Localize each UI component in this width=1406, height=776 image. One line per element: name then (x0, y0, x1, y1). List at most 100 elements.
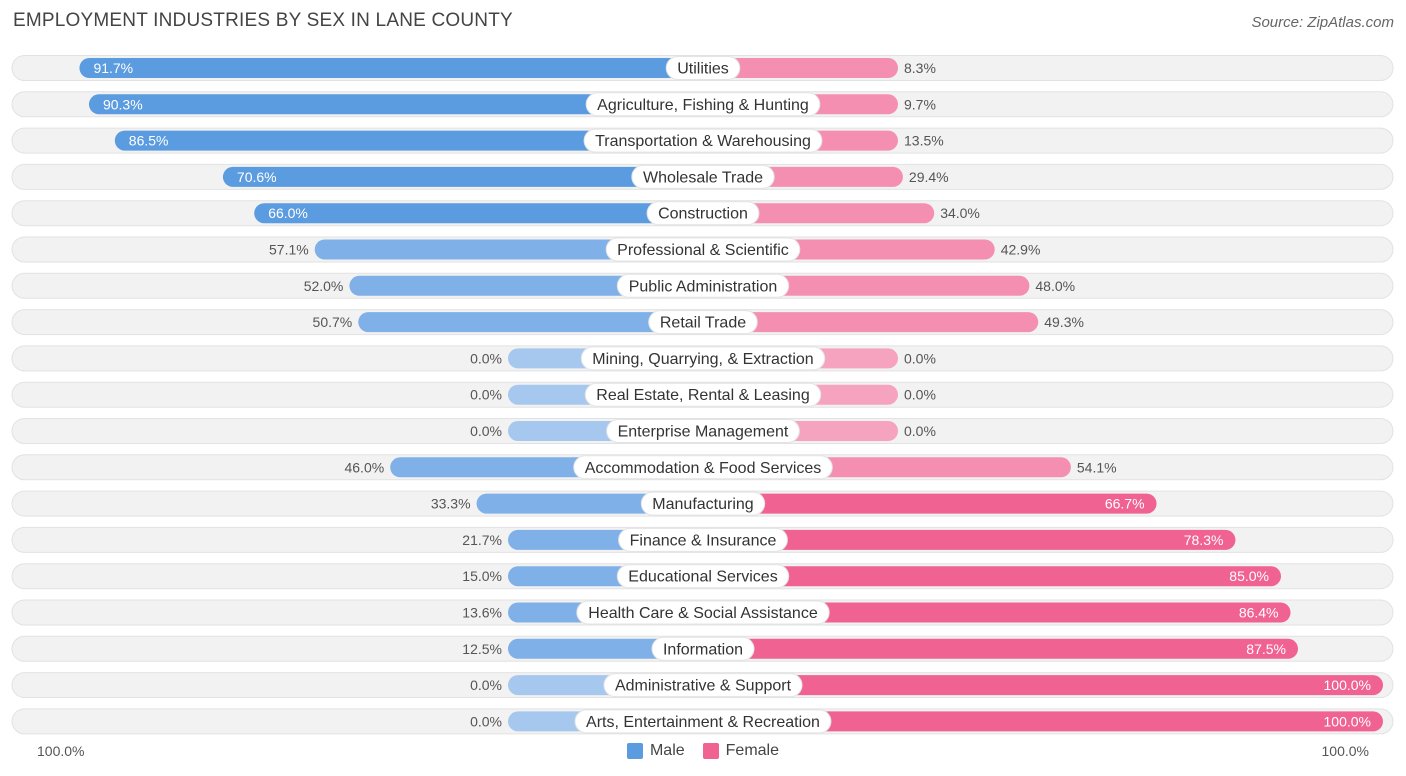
male-value-label: 86.5% (129, 133, 169, 149)
legend-item-female[interactable]: Female (702, 742, 780, 760)
male-value-label: 90.3% (103, 96, 143, 112)
male-bar (222, 166, 704, 187)
category-label: Finance & Insurance (630, 532, 777, 549)
male-value-label: 91.7% (93, 60, 133, 76)
male-bar (314, 239, 703, 260)
category-label: Manufacturing (652, 496, 753, 513)
axis-left-label: 100.0% (37, 743, 85, 759)
legend-swatch-female (702, 743, 719, 759)
female-value-label: 54.1% (1077, 459, 1117, 475)
female-bar (703, 675, 1383, 696)
category-label: Administrative & Support (615, 678, 792, 695)
male-value-label: 0.0% (470, 713, 502, 729)
category-pill (616, 564, 790, 589)
male-value-label: 50.7% (313, 314, 353, 330)
category-label: Public Administration (629, 278, 778, 295)
female-value-label: 48.0% (1035, 278, 1075, 294)
male-value-label: 12.5% (462, 641, 502, 657)
category-pill (648, 310, 758, 335)
category-pill (665, 56, 741, 80)
category-pill (583, 128, 823, 153)
female-value-label: 42.9% (1001, 242, 1041, 258)
category-label: Arts, Entertainment & Recreation (586, 714, 820, 731)
female-value-label: 85.0% (1229, 568, 1269, 584)
category-pill (574, 709, 832, 734)
legend-item-male[interactable]: Male (626, 742, 685, 760)
category-label: Health Care & Social Assistance (588, 605, 818, 622)
category-label: Educational Services (628, 569, 777, 586)
female-value-label: 0.0% (904, 423, 936, 439)
chart-svg: 91.7% 8.3% Utilities 90.3% 9.7% Agriculture, … (11, 55, 1394, 735)
legend: Male Female (0, 742, 1406, 760)
female-value-label: 0.0% (904, 350, 936, 366)
category-label: Information (663, 641, 743, 658)
category-pill (618, 527, 788, 552)
male-value-label: 0.0% (470, 423, 502, 439)
male-value-label: 13.6% (462, 605, 502, 621)
category-label: Construction (658, 206, 748, 223)
category-label: Real Estate, Rental & Leasing (596, 387, 809, 404)
category-pill (573, 455, 833, 480)
category-pill (646, 201, 760, 226)
category-label: Mining, Quarrying, & Extraction (592, 351, 813, 368)
category-label: Professional & Scientific (617, 242, 789, 259)
female-bar (703, 312, 1039, 333)
category-label: Retail Trade (660, 315, 746, 332)
category-label: Accommodation & Food Services (585, 460, 822, 477)
female-value-label: 86.4% (1239, 605, 1279, 621)
legend-label-female: Female (725, 742, 780, 759)
male-bar (358, 312, 703, 333)
category-pill (651, 636, 755, 661)
female-value-label: 34.0% (940, 205, 980, 221)
male-value-label: 0.0% (470, 387, 502, 403)
male-bar (114, 130, 704, 151)
female-bar (703, 566, 1281, 587)
legend-swatch-male (626, 743, 643, 759)
male-bar (79, 58, 703, 78)
category-label: Agriculture, Fishing & Hunting (597, 97, 809, 114)
female-value-label: 100.0% (1324, 677, 1371, 693)
male-bar (254, 203, 703, 224)
female-value-label: 100.0% (1324, 713, 1371, 729)
female-value-label: 49.3% (1044, 314, 1084, 330)
category-label: Enterprise Management (618, 424, 789, 441)
category-label: Wholesale Trade (643, 169, 763, 186)
male-value-label: 46.0% (344, 459, 384, 475)
male-value-label: 0.0% (470, 677, 502, 693)
category-label: Utilities (677, 61, 729, 78)
female-bar (703, 638, 1298, 659)
female-bar (703, 203, 935, 224)
male-value-label: 33.3% (431, 496, 471, 512)
male-value-label: 21.7% (462, 532, 502, 548)
category-pill (606, 419, 800, 443)
category-pill (603, 673, 803, 698)
male-value-label: 0.0% (470, 350, 502, 366)
female-bar (703, 602, 1291, 623)
female-value-label: 78.3% (1184, 532, 1224, 548)
female-bar (703, 58, 898, 78)
female-bar (703, 493, 1157, 514)
female-value-label: 29.4% (909, 169, 949, 185)
category-pill (605, 237, 801, 262)
category-pill (585, 92, 821, 117)
male-value-label: 52.0% (304, 278, 344, 294)
category-pill (580, 346, 826, 371)
male-bar (88, 94, 703, 115)
male-bar (349, 275, 703, 296)
female-bar (703, 529, 1236, 550)
male-value-label: 15.0% (462, 568, 502, 584)
chart-title: EMPLOYMENT INDUSTRIES BY SEX IN LANE COU… (13, 10, 513, 31)
female-value-label: 13.5% (904, 133, 944, 149)
male-value-label: 70.6% (237, 169, 277, 185)
female-value-label: 87.5% (1246, 641, 1286, 657)
axis-right-label: 100.0% (1321, 743, 1369, 759)
category-pill (576, 600, 830, 625)
category-pill (584, 382, 822, 407)
male-value-label: 57.1% (269, 242, 309, 258)
female-bar (703, 711, 1383, 732)
female-value-label: 9.7% (904, 96, 936, 112)
legend-label-male: Male (649, 742, 685, 759)
male-value-label: 66.0% (268, 205, 308, 221)
category-pill (640, 491, 766, 516)
female-value-label: 0.0% (904, 387, 936, 403)
